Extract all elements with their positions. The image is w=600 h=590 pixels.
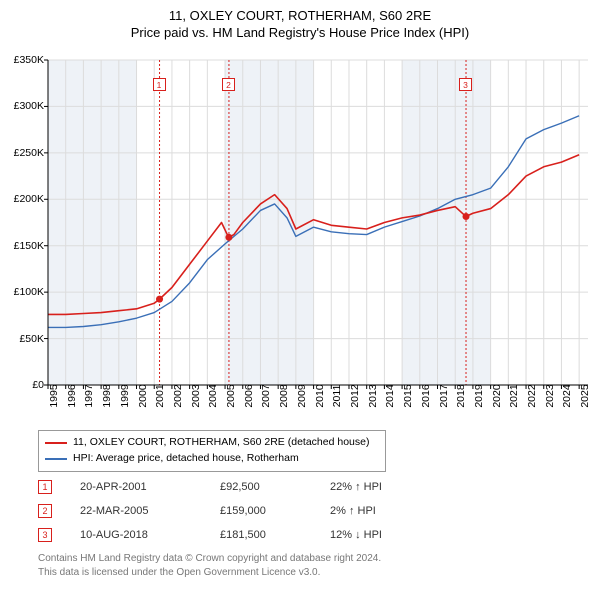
marker-num-1: 1 [38,480,52,494]
x-tick-label: 2011 [331,385,343,408]
x-tick-label: 2006 [243,384,255,407]
x-tick-label: 1999 [119,384,131,407]
marker-pct-2: 2% ↑ HPI [330,505,376,517]
x-tick-label: 2018 [455,384,467,407]
footer-line1: Contains HM Land Registry data © Crown c… [38,552,381,566]
y-tick-label: £300K [14,100,44,112]
x-tick-label: 1995 [48,384,60,407]
marker-row-1: 1 20-APR-2001 £92,500 22% ↑ HPI [38,475,558,499]
x-tick-label: 2013 [367,384,379,407]
x-axis-labels: 1995199619971998199920002001200220032004… [48,390,588,430]
chart-container: 11, OXLEY COURT, ROTHERHAM, S60 2RE Pric… [0,0,600,590]
x-tick-label: 2001 [154,384,166,407]
x-tick-label: 2012 [349,384,361,407]
x-tick-label: 2025 [579,384,591,407]
marker-price-1: £92,500 [220,481,330,493]
footer-line2: This data is licensed under the Open Gov… [38,566,381,580]
x-tick-label: 2014 [384,384,396,407]
x-tick-label: 1998 [101,384,113,407]
x-tick-label: 2021 [508,384,520,407]
legend-item-property: 11, OXLEY COURT, ROTHERHAM, S60 2RE (det… [45,435,379,451]
legend: 11, OXLEY COURT, ROTHERHAM, S60 2RE (det… [38,430,386,472]
x-tick-label: 2005 [225,384,237,407]
legend-swatch-property [45,442,67,444]
x-tick-label: 2023 [544,384,556,407]
x-tick-label: 1996 [66,384,78,407]
marker-date-3: 10-AUG-2018 [80,529,220,541]
x-tick-label: 2007 [260,384,272,407]
chart-plot-area: 1 2 3 [48,60,588,385]
x-tick-label: 2000 [137,384,149,407]
y-tick-label: £100K [14,286,44,298]
title-subtitle: Price paid vs. HM Land Registry's House … [0,25,600,42]
chart-event-marker: 3 [459,78,472,91]
legend-label-hpi: HPI: Average price, detached house, Roth… [73,451,299,467]
legend-item-hpi: HPI: Average price, detached house, Roth… [45,451,379,467]
marker-date-1: 20-APR-2001 [80,481,220,493]
chart-event-marker: 1 [153,78,166,91]
x-tick-label: 2010 [314,384,326,407]
title-address: 11, OXLEY COURT, ROTHERHAM, S60 2RE [0,8,600,25]
x-tick-label: 2008 [278,384,290,407]
x-tick-label: 2024 [561,384,573,407]
marker-row-3: 3 10-AUG-2018 £181,500 12% ↓ HPI [38,523,558,547]
marker-pct-1: 22% ↑ HPI [330,481,382,493]
marker-price-3: £181,500 [220,529,330,541]
x-tick-label: 2003 [190,384,202,407]
x-tick-label: 2019 [473,384,485,407]
y-tick-label: £250K [14,147,44,159]
x-tick-label: 1997 [83,384,95,407]
footer-attribution: Contains HM Land Registry data © Crown c… [38,552,381,579]
chart-event-marker: 2 [222,78,235,91]
y-tick-label: £200K [14,193,44,205]
chart-svg [48,60,588,385]
y-tick-label: £350K [14,54,44,66]
y-tick-label: £0 [32,379,44,391]
y-tick-label: £50K [19,333,44,345]
marker-row-2: 2 22-MAR-2005 £159,000 2% ↑ HPI [38,499,558,523]
title-block: 11, OXLEY COURT, ROTHERHAM, S60 2RE Pric… [0,0,600,42]
legend-swatch-hpi [45,458,67,460]
marker-num-2: 2 [38,504,52,518]
y-tick-label: £150K [14,240,44,252]
x-tick-label: 2017 [438,384,450,407]
x-tick-label: 2015 [402,384,414,407]
x-tick-label: 2022 [526,384,538,407]
x-tick-label: 2009 [296,384,308,407]
legend-label-property: 11, OXLEY COURT, ROTHERHAM, S60 2RE (det… [73,435,369,451]
marker-num-3: 3 [38,528,52,542]
x-tick-label: 2004 [207,384,219,407]
x-tick-label: 2016 [420,384,432,407]
marker-pct-3: 12% ↓ HPI [330,529,382,541]
y-axis-labels: £0£50K£100K£150K£200K£250K£300K£350K [0,60,46,385]
x-tick-label: 2020 [491,384,503,407]
x-tick-label: 2002 [172,384,184,407]
marker-date-2: 22-MAR-2005 [80,505,220,517]
markers-table: 1 20-APR-2001 £92,500 22% ↑ HPI 2 22-MAR… [38,475,558,547]
marker-price-2: £159,000 [220,505,330,517]
